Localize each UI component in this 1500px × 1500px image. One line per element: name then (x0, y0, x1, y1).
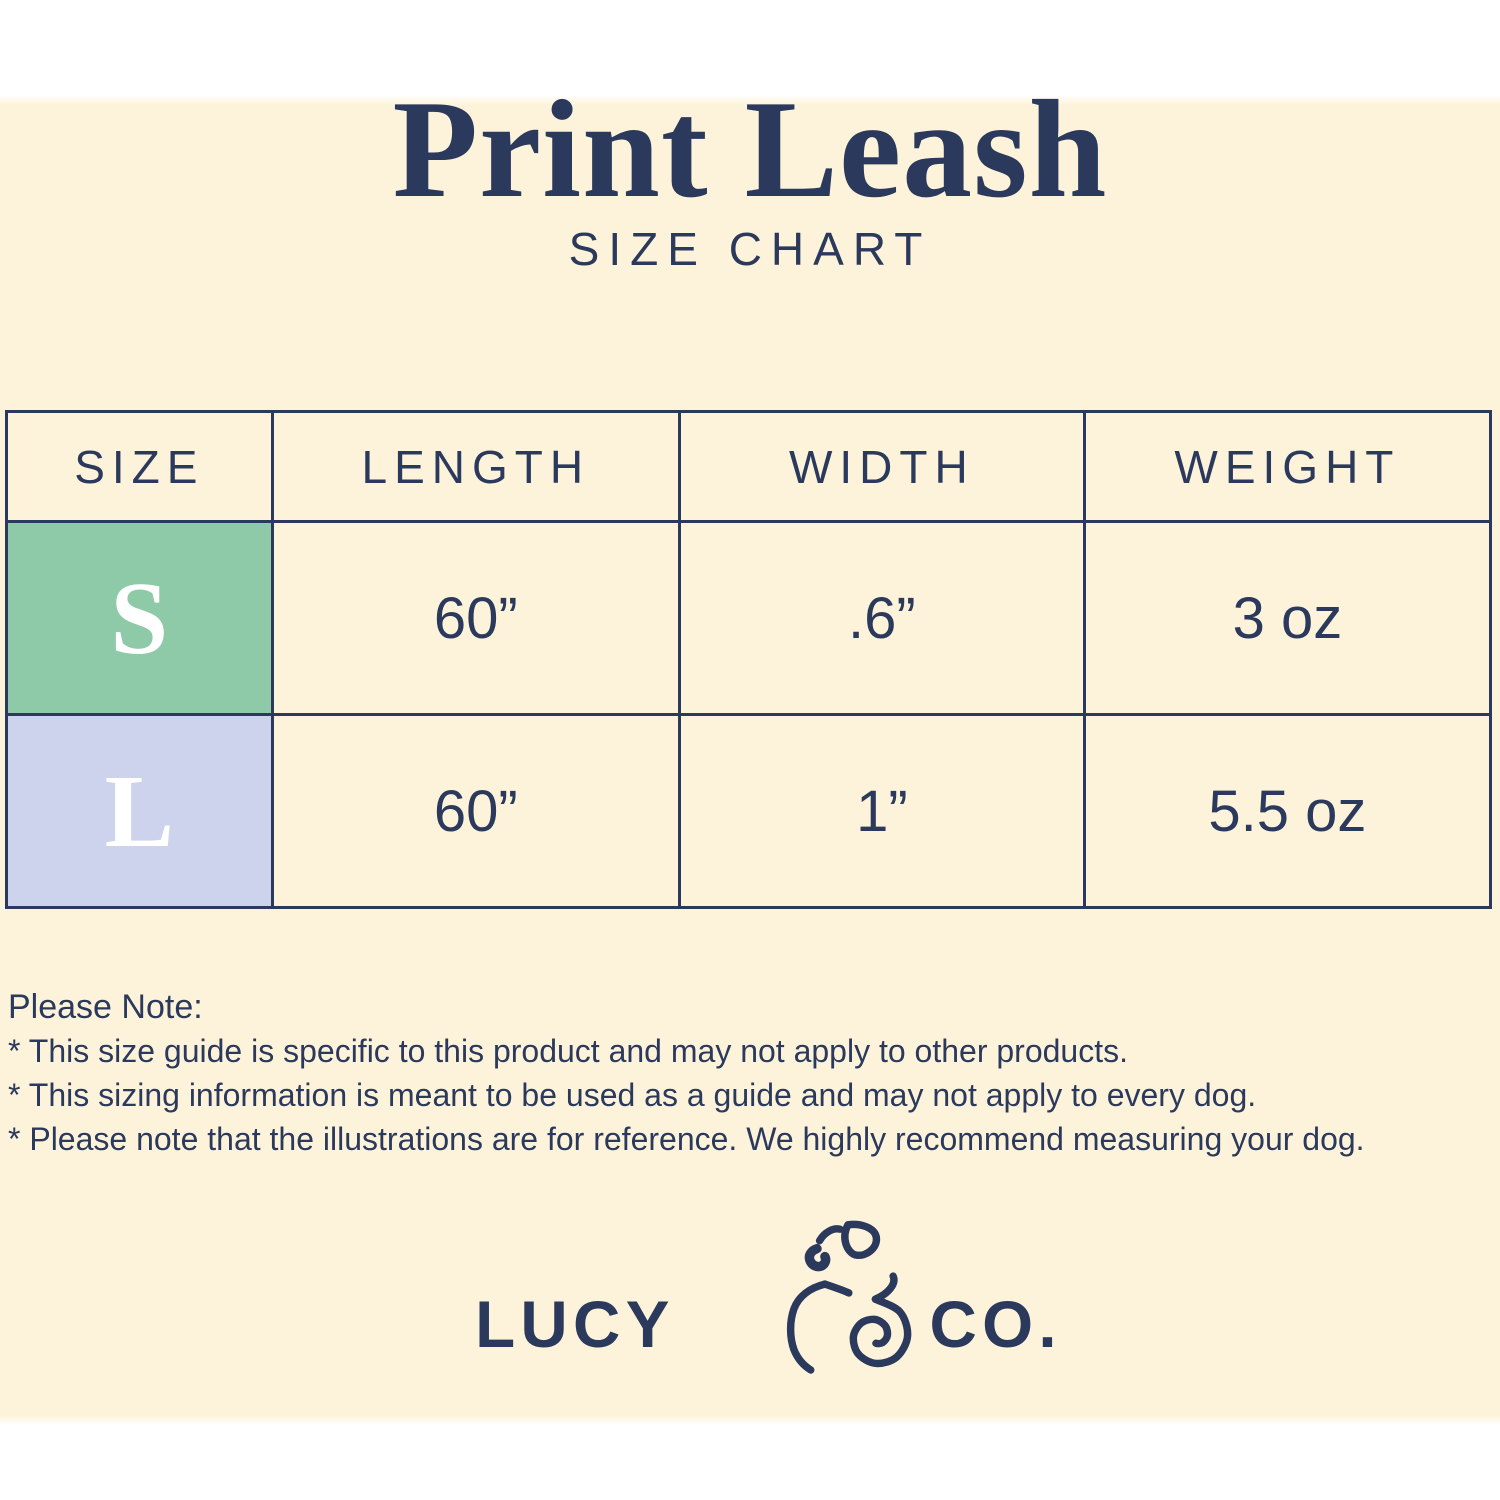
svg-text:LUCY: LUCY (475, 1288, 675, 1361)
svg-text:CO.: CO. (929, 1288, 1061, 1361)
